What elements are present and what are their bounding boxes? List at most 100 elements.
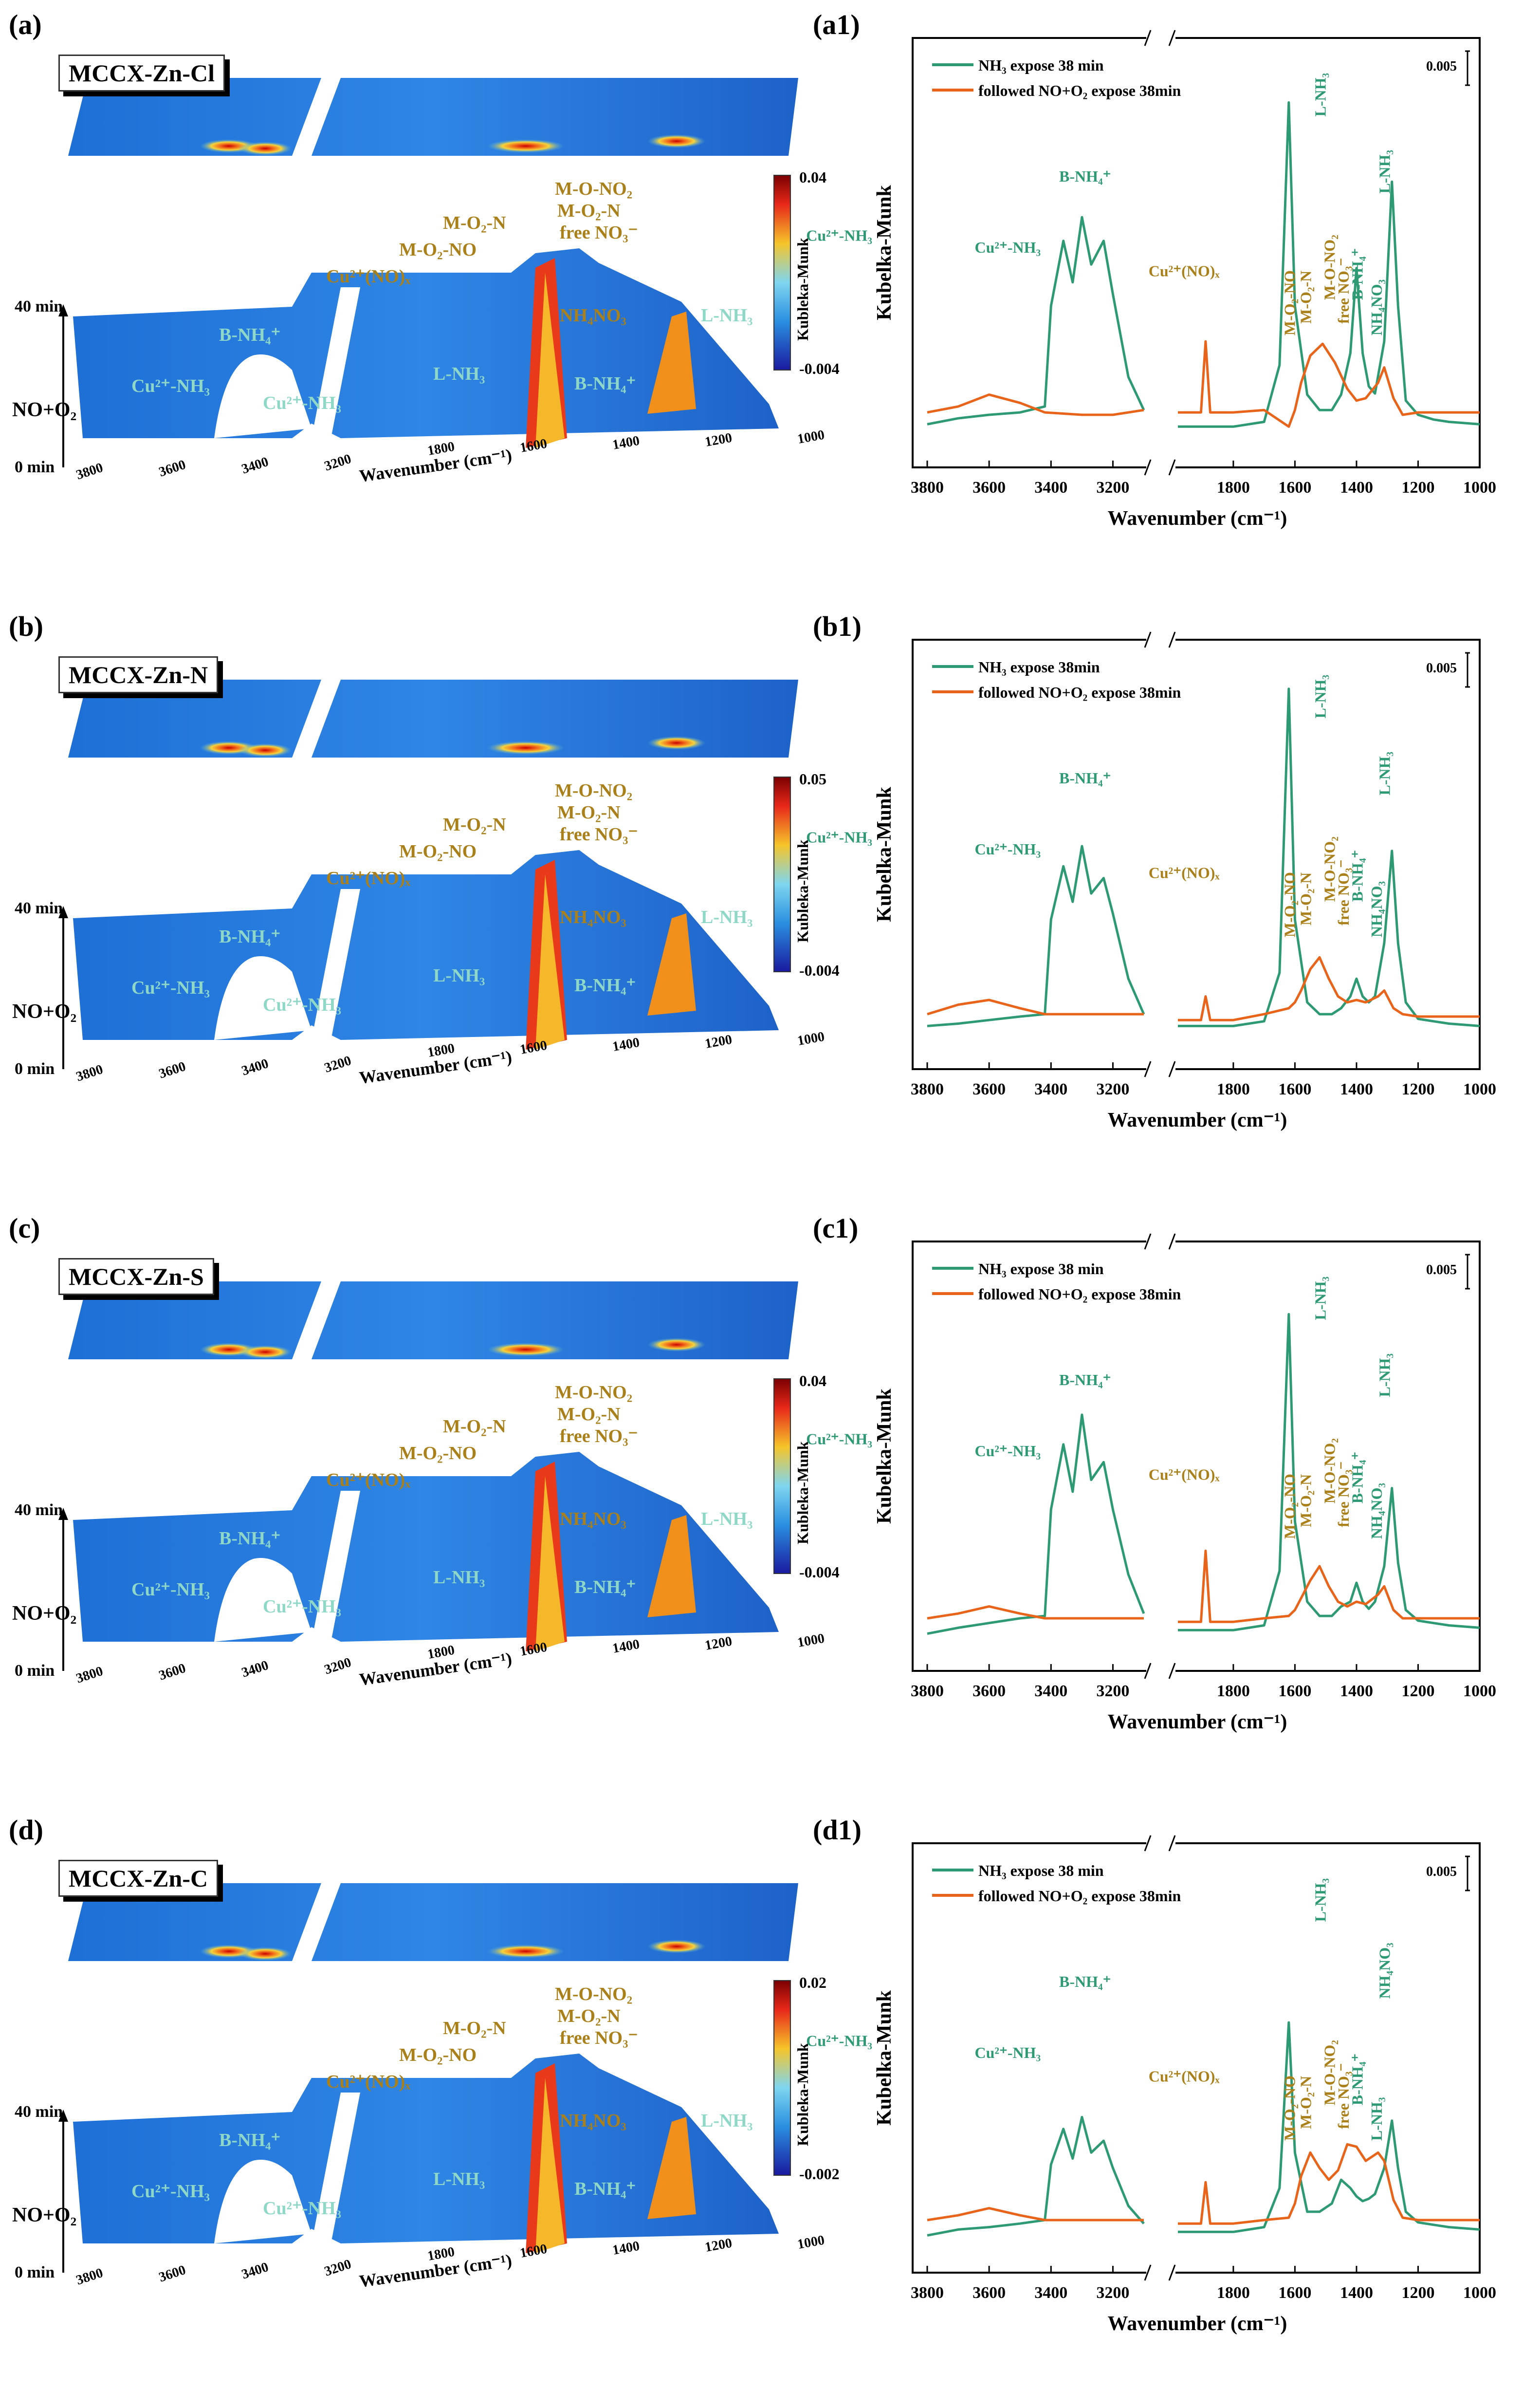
x-tick-3d: 3200 (323, 1655, 353, 1678)
x-tick-label: 3400 (1034, 479, 1067, 497)
surface-side-peak (647, 2117, 696, 2219)
colorbar-min: -0.004 (799, 1563, 840, 1581)
peak-label-3d: B-NH₄⁺ (219, 2130, 280, 2150)
x-tick-3d: 3600 (157, 2262, 188, 2285)
x-tick-label: 1400 (1340, 2284, 1373, 2302)
x-tick-3d: 3800 (74, 460, 105, 483)
x-tick-3d: 3400 (240, 1056, 271, 1079)
heatmap-3d-svg: (d) 40 min 0 min NO+O₂ 0.02 -0.002 Kubleka-Mun… (9, 1814, 840, 2291)
plot-frame (912, 1842, 1481, 2274)
surface-white-region (214, 2160, 312, 2243)
peak-label-3d: Cu²⁺-NH₃ (131, 376, 210, 396)
peak-label-2d: Cu²⁺(NO)ₓ (1149, 262, 1220, 280)
gas-label: NO+O₂ (12, 1000, 76, 1023)
x-tick-3d: 3200 (323, 451, 353, 474)
x-tick-3d: 1400 (611, 2239, 641, 2258)
x-tick-3d: 1200 (704, 430, 734, 450)
axis-break-gap (312, 2093, 360, 2243)
peak-label-3d: free NO₃⁻ (560, 824, 638, 845)
panel-3d-2: MCCX-Zn-N (b) 40 min 0 min NO+O₂ 0.05 -0.004 Ku… (0, 602, 886, 1204)
axis-break-mark (1168, 631, 1176, 648)
axis-break-mask (1146, 637, 1175, 643)
peak-label-2d: free NO₃⁻ (1335, 258, 1352, 324)
projection-plane (68, 680, 798, 758)
surface-hot-peak-core (535, 874, 565, 1050)
peak-label-3d: M-O₂-NO (399, 1443, 477, 1463)
colorbar (773, 777, 791, 972)
x-tick-3d: 3800 (74, 1664, 105, 1686)
projection-plane (68, 1281, 798, 1359)
x-tick-label: 3200 (1096, 479, 1129, 497)
y-axis-title: Kubelka-Munk (873, 185, 896, 320)
series-line-nh3 (1178, 687, 1480, 1027)
x-tick-label: 3200 (1096, 2284, 1129, 2302)
peak-label-3d: Cu²⁺-NH₃ (131, 978, 210, 998)
time-axis-arrow (58, 1508, 68, 1520)
peak-label-3d: Cu²⁺-NH₃ (263, 393, 341, 413)
x-tick-label: 1400 (1340, 1080, 1373, 1098)
axis-break-mask (1146, 1668, 1175, 1674)
panel-label-2d: (d1) (813, 1814, 862, 1846)
peak-label-3d: M-O₂-N (443, 213, 506, 233)
x-tick-3d: 3400 (240, 2260, 271, 2282)
x-tick-3d: 1600 (519, 1038, 549, 1057)
scale-bar-label: 0.005 (1426, 1864, 1457, 1879)
peak-label-2d: Cu²⁺(NO)ₓ (1149, 864, 1220, 882)
projection-plane (68, 1883, 798, 1961)
x-tick-3d: 3200 (323, 2257, 353, 2279)
series-line-no-o2 (927, 393, 1144, 416)
peak-label-2d: L-NH₃ (1312, 1277, 1329, 1320)
peak-label-3d: Cu²⁺-NH₃ (263, 1596, 341, 1617)
peak-label-3d: B-NH₄⁺ (219, 926, 280, 947)
time-label-bottom: 0 min (15, 1060, 55, 1078)
axis-break-mask (1146, 464, 1175, 470)
x-tick-3d: 3800 (74, 2265, 105, 2288)
series-line-no-o2 (1178, 1549, 1480, 1623)
plot-frame (912, 639, 1481, 1070)
peak-label-2d: Cu²⁺-NH₃ (974, 1442, 1041, 1460)
peak-label-2d: M-O₂-N (1297, 872, 1314, 926)
scale-bar-label: 0.005 (1426, 661, 1457, 676)
peak-label-2d: Cu²⁺-NH₃ (974, 840, 1041, 858)
projection-hotspot (647, 134, 706, 148)
gas-label: NO+O₂ (12, 2204, 76, 2226)
peak-label-3d: B-NH₄⁺ (574, 373, 636, 394)
peak-label-2d: M-O₂-NO (1281, 1474, 1298, 1539)
peak-label-3d: M-O-NO₂ (555, 1984, 632, 2004)
sample-name-box: MCCX-Zn-Cl (58, 55, 225, 92)
panel-2d-1: (a1) 3800 3600 3400 3200 1800 1600 1400 1200 1000… (806, 0, 1523, 602)
x-tick-label: 3600 (973, 1080, 1006, 1098)
peak-label-3d: Cu²⁺-NH₃ (263, 995, 341, 1015)
panel-2d-3: (c1) 3800 3600 3400 3200 1800 1600 1400 1200 1000… (806, 1204, 1523, 1805)
peak-label-2d: B-NH₄⁺ (1349, 248, 1366, 300)
peak-label-2d: M-O₂-NO (1281, 270, 1298, 335)
axis-break-mask (1146, 2270, 1175, 2276)
time-label-top: 40 min (15, 899, 63, 917)
series-line-nh3 (1178, 2021, 1480, 2233)
x-tick-label: 1000 (1463, 479, 1496, 497)
time-label-bottom: 0 min (15, 2263, 55, 2281)
x-tick-3d: 3400 (240, 1658, 271, 1681)
peak-label-3d: NH₄NO₃ (560, 1509, 626, 1529)
x-axis-title: Wavenumber (cm⁻¹) (1108, 507, 1287, 530)
peak-label-2d: free NO₃⁻ (1335, 2063, 1352, 2129)
panel-label-3d: (b) (9, 611, 43, 642)
panel-3d-4: MCCX-Zn-C (d) 40 min 0 min NO+O₂ 0.02 -0.002 Ku… (0, 1805, 886, 2407)
panel-3d-1: MCCX-Zn-Cl (a) 40 min 0 min NO+O₂ 0.04 -0.004 K… (0, 0, 886, 602)
peak-label-3d: L-NH₃ (433, 364, 485, 384)
x-tick-3d: 1600 (519, 2241, 549, 2261)
axis-break-mask (1146, 1840, 1175, 1846)
colorbar (773, 1980, 791, 2176)
x-tick-3d: 1200 (704, 1634, 734, 1653)
x-tick-label: 1600 (1278, 1080, 1311, 1098)
peak-label-3d: L-NH₃ (701, 1509, 752, 1529)
legend-label: NH₃ expose 38 min (978, 56, 1104, 74)
projection-hotspot (487, 1945, 565, 1958)
x-tick-label: 3800 (911, 479, 944, 497)
peak-label-2d: M-O-NO₂ (1321, 235, 1339, 300)
spectrum-svg: (a1) 3800 3600 3400 3200 1800 1600 1400 1200 1000… (806, 9, 1496, 530)
x-tick-label: 1000 (1463, 1682, 1496, 1700)
heatmap-3d-svg: (c) 40 min 0 min NO+O₂ 0.04 -0.004 Kubleka-Mun… (9, 1212, 840, 1689)
axis-break-mask (1146, 1066, 1175, 1072)
peak-label-3d: L-NH₃ (433, 1567, 485, 1588)
